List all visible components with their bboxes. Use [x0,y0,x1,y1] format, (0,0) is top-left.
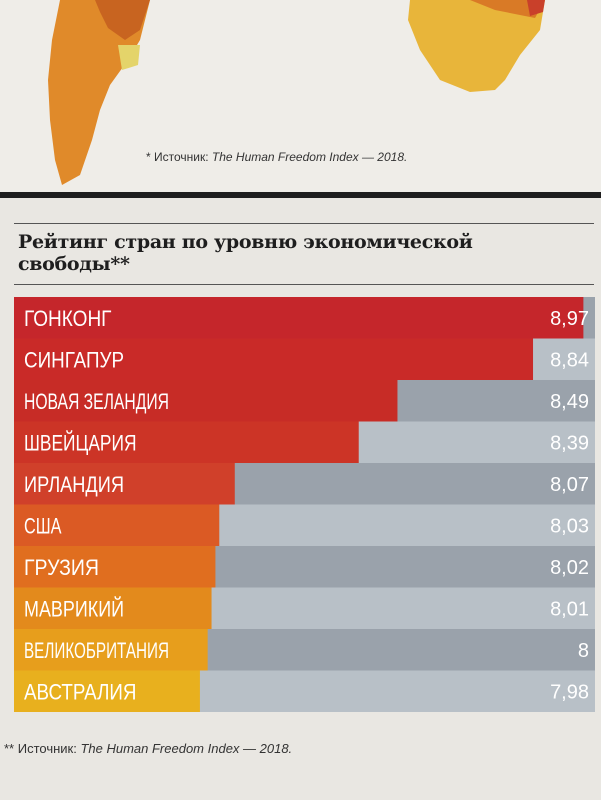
value-label: 8,02 [550,557,589,579]
category-label: ШВЕЙЦАРИЯ [24,430,137,455]
map-illustration [48,0,545,185]
map-source-note: * Источник: The Human Freedom Index — 20… [146,150,408,164]
south-america-shade [95,0,150,40]
category-label: СИНГАПУР [24,347,124,372]
madagascar-shape [527,0,545,16]
africa-shape [408,0,545,92]
category-label: НОВАЯ ЗЕЛАНДИЯ [24,389,169,414]
category-label: МАВРИКИЙ [24,596,124,621]
value-label: 8,01 [550,598,589,620]
value-label: 7,98 [550,681,589,703]
title-rule-top [14,223,594,224]
section-divider [0,192,601,198]
bar [14,546,216,588]
title-rule-bottom [14,284,594,285]
category-label: АВСТРАЛИЯ [24,679,137,704]
chart-source-note: ** Источник: The Human Freedom Index — 2… [4,741,293,756]
map-fragment: * Источник: The Human Freedom Index — 20… [0,0,601,195]
value-label: 8,03 [550,515,589,537]
category-label: ВЕЛИКОБРИТАНИЯ [24,638,169,663]
category-label: США [24,513,62,538]
value-label: 8,49 [550,391,589,413]
bar [14,463,235,505]
bar [14,421,359,463]
bar [14,297,584,339]
value-label: 8,39 [550,432,589,454]
south-america-highlight [118,45,140,70]
bar [14,338,534,380]
africa-shade [470,0,545,18]
bar [14,504,220,546]
bar [14,670,200,712]
bar [14,629,208,671]
value-label: 8,97 [550,308,589,330]
category-label: ГОНКОНГ [24,306,112,331]
value-label: 8,07 [550,474,589,496]
category-label: ГРУЗИЯ [24,555,99,580]
value-label: 8,84 [550,349,589,371]
value-label: 8 [578,640,589,662]
bar [14,380,398,422]
category-label: ИРЛАНДИЯ [24,472,124,497]
chart-title: Рейтинг стран по уровню экономической св… [18,231,473,275]
bar [14,587,212,629]
